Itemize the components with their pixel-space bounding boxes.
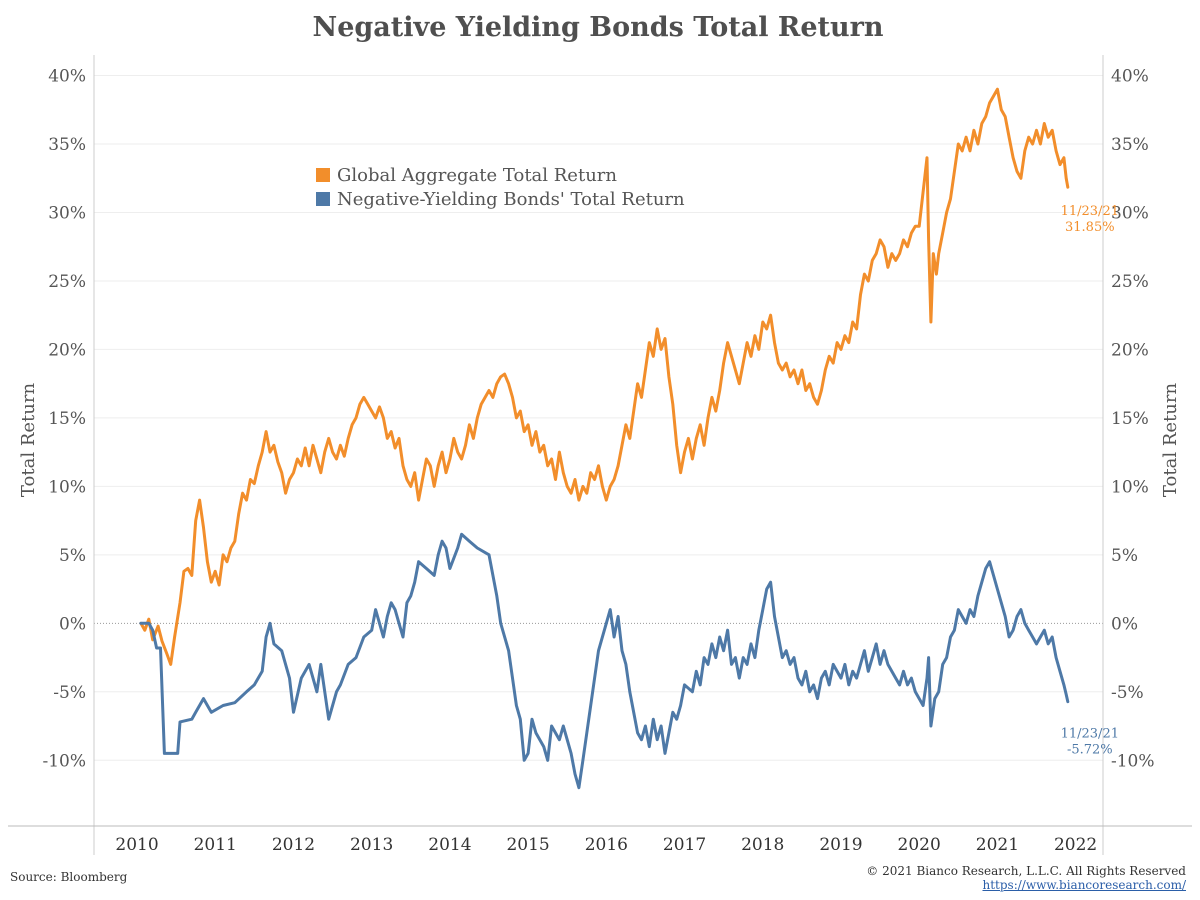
y-tick-label-left: 25%: [48, 272, 86, 292]
y-tick-label-right: 25%: [1111, 272, 1149, 292]
x-tick-label: 2021: [976, 835, 1019, 855]
legend-swatch: [316, 192, 330, 206]
series-line: [139, 87, 1070, 666]
x-tick-label: 2017: [663, 835, 706, 855]
y-axis-label-right: Total Return: [1160, 383, 1181, 498]
y-tick-label-left: 20%: [48, 340, 86, 360]
end-label-value: 31.85%: [1065, 220, 1115, 235]
y-tick-label-right: 10%: [1111, 477, 1149, 497]
x-tick-label: 2018: [741, 835, 784, 855]
website-link[interactable]: https://www.biancoresearch.com/: [982, 878, 1186, 892]
gridlines: [94, 75, 1103, 761]
x-tick-label: 2020: [898, 835, 941, 855]
y-tick-label-left: 35%: [48, 135, 86, 155]
legend-label: Global Aggregate Total Return: [337, 165, 617, 186]
x-tick-label: 2010: [115, 835, 158, 855]
x-ticks: 2010 2011 2012 2013 2014 2015 2016 2017 2018 2019…: [115, 835, 1097, 855]
y-tick-label-right: 15%: [1111, 409, 1149, 429]
y-tick-label-right: -5%: [1111, 683, 1144, 703]
y-tick-label-right: 5%: [1111, 546, 1138, 566]
source-note: Source: Bloomberg: [10, 870, 128, 884]
y-tick-label-right: 0%: [1111, 614, 1138, 634]
y-tick-label-right: 30%: [1111, 203, 1149, 223]
y-tick-label-right: -10%: [1111, 751, 1155, 771]
y-tick-label-left: 10%: [48, 477, 86, 497]
axes: [8, 55, 1192, 855]
x-tick-label: 2011: [194, 835, 237, 855]
y-tick-label-left: 5%: [59, 546, 86, 566]
legend: Global Aggregate Total Return Negative-Yi…: [316, 165, 685, 210]
x-tick-label: 2014: [428, 835, 471, 855]
x-tick-label: 2012: [272, 835, 315, 855]
series-lines: [139, 87, 1070, 790]
x-tick-label: 2019: [819, 835, 862, 855]
x-tick-label: 2013: [350, 835, 393, 855]
end-label-date: 11/23/21: [1061, 204, 1119, 219]
legend-swatch: [316, 168, 330, 182]
y-ticks-right: 40% 35% 30% 25% 20% 15% 10% 5% 0% -5% -10%: [1111, 67, 1155, 772]
y-tick-label-right: 35%: [1111, 135, 1149, 155]
x-tick-label: 2022: [1054, 835, 1097, 855]
end-label-date: 11/23/21: [1061, 727, 1119, 742]
y-tick-label-left: 15%: [48, 409, 86, 429]
y-tick-label-left: -5%: [53, 683, 86, 703]
x-tick-label: 2016: [585, 835, 628, 855]
series-line: [139, 532, 1070, 790]
x-tick-label: 2015: [506, 835, 549, 855]
y-tick-label-right: 40%: [1111, 67, 1149, 87]
chart-title: Negative Yielding Bonds Total Return: [312, 12, 884, 43]
y-axis-label-left: Total Return: [18, 383, 39, 498]
y-tick-label-left: 30%: [48, 203, 86, 223]
y-tick-label-left: 40%: [48, 67, 86, 87]
y-tick-label-left: -10%: [42, 751, 86, 771]
end-label-value: -5.72%: [1067, 743, 1113, 758]
copyright-block: © 2021 Bianco Research, L.L.C. All Right…: [866, 864, 1186, 892]
legend-label: Negative-Yielding Bonds' Total Return: [337, 189, 685, 210]
y-tick-label-right: 20%: [1111, 340, 1149, 360]
y-tick-label-left: 0%: [59, 614, 86, 634]
y-ticks-left: 40% 35% 30% 25% 20% 15% 10% 5% 0% -5% -10%: [42, 67, 86, 772]
copyright-text: © 2021 Bianco Research, L.L.C. All Right…: [866, 864, 1186, 878]
